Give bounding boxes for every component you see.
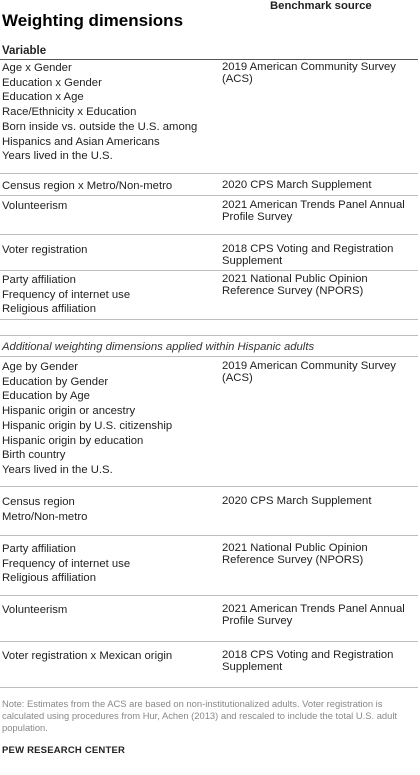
variable-item: Hispanic origin by education [2, 434, 144, 447]
variable-item: Volunteerism [2, 200, 68, 212]
variable-list: Age by Gender Education by Gender Educat… [2, 360, 220, 478]
row-divider [0, 641, 418, 642]
variable-list: Age x Gender Education x Gender Educatio… [2, 61, 220, 164]
row-divider [0, 486, 418, 487]
section-subheading: Additional weighting dimensions applied … [2, 341, 315, 353]
source-brand: PEW RESEARCH CENTER [2, 745, 126, 756]
variable-item: Birth country [2, 449, 66, 462]
variable-item: Born inside vs. outside the U.S. among H… [2, 120, 198, 148]
variable-item: Voter registration [2, 244, 88, 256]
benchmark-source: 2019 American Community Survey (ACS) [222, 61, 396, 85]
variable-item: Hispanic origin or ancestry [2, 405, 136, 418]
variable-item: Age by Gender [2, 361, 78, 373]
row-divider [0, 234, 418, 235]
row-divider [0, 270, 418, 271]
benchmark-source: 2018 CPS Voting and Registration Supplem… [222, 243, 394, 267]
row-divider [0, 319, 418, 320]
variable-list: Volunteerism [2, 199, 220, 214]
variable-item: Years lived in the U.S. [2, 463, 113, 476]
variable-list: Voter registration [2, 243, 220, 258]
row-divider [0, 335, 418, 336]
benchmark-source: 2021 American Trends Panel Annual Profil… [222, 199, 405, 223]
variable-item: Volunteerism [2, 604, 68, 616]
variable-list: Voter registration x Mexican origin [2, 649, 220, 664]
variable-item: Frequency of internet use [2, 557, 131, 570]
variable-item: Hispanic origin by U.S. citizenship [2, 419, 173, 432]
variable-item: Religious affiliation [2, 572, 96, 585]
variable-item: Education by Age [2, 390, 90, 403]
variable-list: Party affiliation Frequency of internet … [2, 273, 220, 317]
variable-list: Census region x Metro/Non-metro [2, 179, 220, 194]
variable-item: Metro/Non-metro [2, 510, 88, 523]
variable-item: Census region x Metro/Non-metro [2, 180, 173, 192]
column-header-benchmark-source: Benchmark source [270, 0, 372, 12]
variable-item: Voter registration x Mexican origin [2, 650, 173, 662]
row-divider [0, 195, 418, 196]
page-title: Weighting dimensions [2, 11, 184, 30]
column-header-variable: Variable [2, 45, 47, 57]
benchmark-source: 2018 CPS Voting and Registration Supplem… [222, 649, 394, 673]
variable-list: Volunteerism [2, 603, 220, 618]
row-divider [0, 356, 418, 357]
variable-item: Party affiliation [2, 274, 76, 286]
benchmark-source: 2020 CPS March Supplement [222, 179, 372, 191]
benchmark-source: 2019 American Community Survey (ACS) [222, 360, 396, 384]
benchmark-source: 2021 National Public Opinion Reference S… [222, 542, 368, 566]
row-divider [0, 595, 418, 596]
variable-item: Census region [2, 496, 75, 508]
variable-item: Years lived in the U.S. [2, 150, 113, 163]
row-divider [0, 535, 418, 536]
variable-item: Education x Age [2, 91, 84, 104]
benchmark-source: 2021 American Trends Panel Annual Profil… [222, 603, 405, 627]
benchmark-source: 2021 National Public Opinion Reference S… [222, 273, 368, 297]
variable-item: Education by Gender [2, 375, 109, 388]
variable-item: Education x Gender [2, 76, 102, 89]
variable-item: Religious affiliation [2, 303, 96, 316]
variable-item: Age x Gender [2, 62, 72, 74]
variable-item: Frequency of internet use [2, 288, 131, 301]
row-divider [0, 173, 418, 174]
row-divider [0, 687, 418, 688]
variable-list: Party affiliation Frequency of internet … [2, 542, 220, 586]
header-divider [0, 59, 418, 60]
benchmark-source: 2020 CPS March Supplement [222, 495, 372, 507]
footnote: Note: Estimates from the ACS are based o… [2, 698, 398, 733]
variable-list: Census region Metro/Non-metro [2, 495, 220, 524]
variable-item: Party affiliation [2, 543, 76, 555]
variable-item: Race/Ethnicity x Education [2, 106, 137, 119]
